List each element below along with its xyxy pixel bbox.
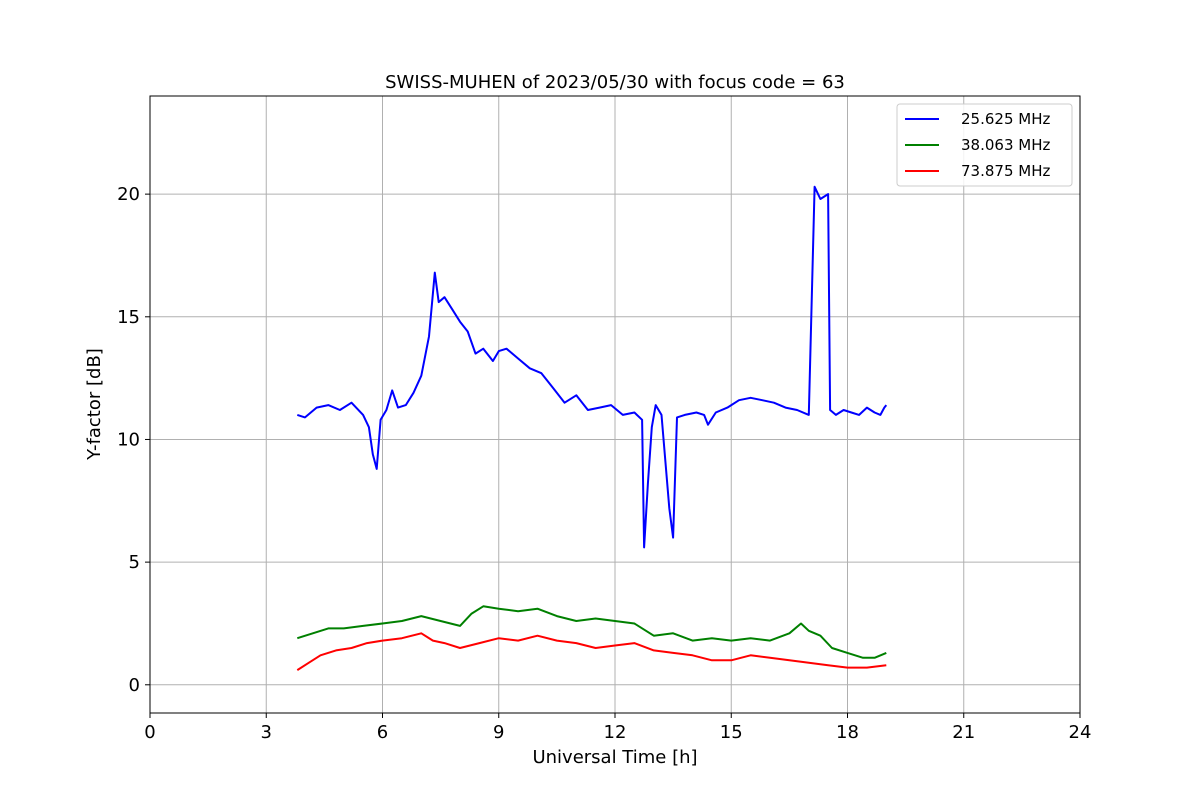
x-tick-label: 15 <box>720 722 743 743</box>
x-tick-label: 21 <box>952 722 975 743</box>
x-tick-label: 24 <box>1069 722 1092 743</box>
x-axis-label: Universal Time [h] <box>532 747 697 768</box>
y-tick-label: 5 <box>129 552 140 573</box>
series-line-0 <box>296 185 888 549</box>
series-line-2 <box>296 632 887 671</box>
y-axis-label: Y-factor [dB] <box>84 348 105 461</box>
series-line-1 <box>296 605 887 659</box>
legend-label: 38.063 MHz <box>961 136 1050 154</box>
x-tick-label: 3 <box>261 722 272 743</box>
y-tick-label: 15 <box>117 307 140 328</box>
legend-label: 73.875 MHz <box>961 162 1050 180</box>
ticks: 0 3 6 9 12 15 18 21 24 0 5 10 15 20 <box>117 184 1091 743</box>
series-layer <box>296 185 888 671</box>
x-tick-label: 12 <box>604 722 627 743</box>
legend: 25.625 MHz 38.063 MHz 73.875 MHz <box>896 103 1073 187</box>
y-tick-label: 10 <box>117 429 140 450</box>
y-tick-label: 20 <box>117 184 140 205</box>
legend-label: 25.625 MHz <box>961 110 1050 128</box>
y-tick-label: 0 <box>129 675 140 696</box>
x-tick-label: 9 <box>493 722 504 743</box>
chart-title: SWISS-MUHEN of 2023/05/30 with focus cod… <box>385 72 845 93</box>
legend-box <box>896 103 1073 187</box>
x-tick-label: 6 <box>377 722 388 743</box>
x-tick-label: 0 <box>144 722 155 743</box>
x-tick-label: 18 <box>836 722 859 743</box>
